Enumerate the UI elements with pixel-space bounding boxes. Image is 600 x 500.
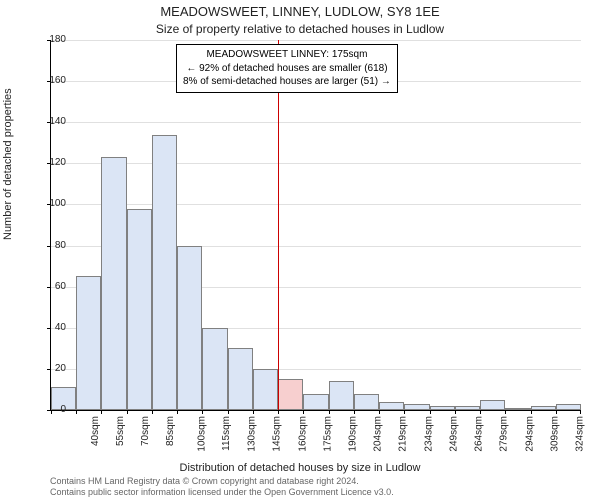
- histogram-bar: [505, 408, 530, 410]
- x-tick: [430, 410, 431, 414]
- gridline: [51, 163, 581, 164]
- y-tick-label: 120: [36, 157, 66, 168]
- histogram-bar: [531, 406, 556, 410]
- page-title-2: Size of property relative to detached ho…: [0, 22, 600, 36]
- x-tick-label: 204sqm: [373, 416, 384, 452]
- x-tick-label: 115sqm: [221, 416, 232, 451]
- x-tick-label: 70sqm: [140, 416, 151, 446]
- x-tick: [127, 410, 128, 414]
- gridline: [51, 40, 581, 41]
- x-tick: [455, 410, 456, 414]
- histogram-bar: [202, 328, 227, 410]
- annotation-line-3: 8% of semi-detached houses are larger (5…: [183, 75, 391, 89]
- annotation-box: MEADOWSWEET LINNEY: 175sqm← 92% of detac…: [176, 44, 398, 93]
- x-tick-label: 130sqm: [247, 416, 258, 452]
- x-tick-label: 190sqm: [348, 416, 359, 452]
- x-tick: [379, 410, 380, 414]
- gridline: [51, 204, 581, 205]
- histogram-bar: [430, 406, 455, 410]
- y-tick-label: 20: [36, 363, 66, 374]
- x-tick: [480, 410, 481, 414]
- x-axis-label: Distribution of detached houses by size …: [0, 462, 600, 474]
- x-tick: [101, 410, 102, 414]
- histogram-bar: [556, 404, 581, 410]
- histogram-bar: [152, 135, 177, 410]
- x-tick: [76, 410, 77, 414]
- y-tick-label: 40: [36, 322, 66, 333]
- histogram-bar: [329, 381, 354, 410]
- x-tick-label: 324sqm: [575, 416, 586, 452]
- page-title-1: MEADOWSWEET, LINNEY, LUDLOW, SY8 1EE: [0, 4, 600, 19]
- y-tick-label: 80: [36, 240, 66, 251]
- histogram-bar: [76, 276, 101, 410]
- x-tick-label: 219sqm: [398, 416, 409, 452]
- y-tick-label: 0: [36, 404, 66, 415]
- x-tick: [354, 410, 355, 414]
- x-tick: [278, 410, 279, 414]
- x-tick: [228, 410, 229, 414]
- x-tick: [531, 410, 532, 414]
- attribution-line-1: Contains HM Land Registry data © Crown c…: [50, 476, 359, 486]
- x-tick-label: 160sqm: [297, 416, 308, 452]
- histogram-bar: [379, 402, 404, 410]
- x-tick: [329, 410, 330, 414]
- x-tick: [253, 410, 254, 414]
- x-tick-label: 234sqm: [423, 416, 434, 452]
- histogram-bar: [228, 348, 253, 410]
- x-tick-label: 85sqm: [165, 416, 176, 446]
- x-tick-label: 40sqm: [90, 416, 101, 446]
- x-tick: [556, 410, 557, 414]
- y-tick-label: 160: [36, 75, 66, 86]
- x-tick: [303, 410, 304, 414]
- attribution-line-2: Contains public sector information licen…: [50, 487, 394, 497]
- x-tick-label: 264sqm: [474, 416, 485, 452]
- histogram-bar: [101, 157, 126, 410]
- x-tick-label: 279sqm: [499, 416, 510, 452]
- x-tick: [177, 410, 178, 414]
- histogram-bar: [404, 404, 429, 410]
- x-tick: [580, 410, 581, 414]
- histogram-bar: [455, 406, 480, 410]
- x-tick-label: 175sqm: [322, 416, 333, 452]
- annotation-line-1: MEADOWSWEET LINNEY: 175sqm: [183, 48, 391, 62]
- histogram-bar: [253, 369, 278, 410]
- x-tick: [152, 410, 153, 414]
- y-axis-label: Number of detached properties: [2, 88, 14, 240]
- histogram-bar: [480, 400, 505, 410]
- y-tick-label: 100: [36, 198, 66, 209]
- x-tick-label: 145sqm: [272, 416, 283, 452]
- annotation-line-2: ← 92% of detached houses are smaller (61…: [183, 62, 391, 76]
- histogram-bar: [177, 246, 202, 410]
- x-tick: [505, 410, 506, 414]
- histogram-bar: [278, 379, 303, 410]
- x-tick: [404, 410, 405, 414]
- histogram-bar: [127, 209, 152, 410]
- gridline: [51, 122, 581, 123]
- x-tick-label: 249sqm: [449, 416, 460, 452]
- x-tick: [202, 410, 203, 414]
- marker-line: [278, 40, 279, 410]
- x-tick-label: 294sqm: [524, 416, 535, 452]
- histogram-bar: [303, 394, 328, 410]
- histogram-bar: [354, 394, 379, 410]
- y-tick-label: 140: [36, 116, 66, 127]
- x-tick-label: 309sqm: [549, 416, 560, 452]
- x-tick-label: 55sqm: [115, 416, 126, 446]
- y-tick-label: 180: [36, 34, 66, 45]
- x-tick-label: 100sqm: [196, 416, 207, 452]
- attribution-text: Contains HM Land Registry data © Crown c…: [50, 476, 590, 498]
- y-tick-label: 60: [36, 281, 66, 292]
- histogram-plot: MEADOWSWEET LINNEY: 175sqm← 92% of detac…: [50, 40, 581, 411]
